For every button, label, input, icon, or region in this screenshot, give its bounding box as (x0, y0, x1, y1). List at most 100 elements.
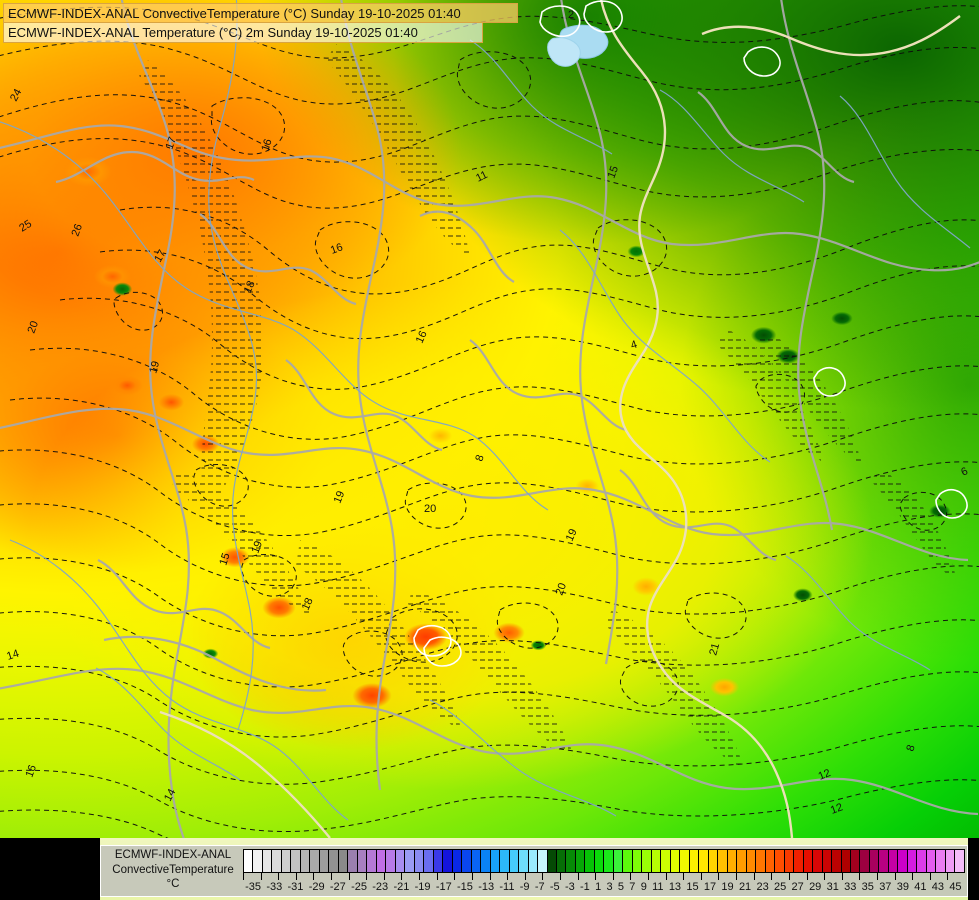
highlight-contours (413, 0, 968, 667)
colorbar-tick (348, 873, 367, 880)
colorbar-swatch (338, 850, 349, 872)
svg-text:14: 14 (5, 648, 20, 663)
colorbar-swatch (822, 850, 833, 872)
colorbar-swatch (253, 850, 263, 872)
colorbar-swatch (310, 850, 320, 872)
colorbar-tick-label: 11 (652, 881, 664, 893)
colorbar-tick-label: 27 (791, 881, 804, 893)
temperature-field[interactable]: 24 17 16 25 26 17 18 16 11 15 20 19 16 4… (0, 0, 979, 838)
colorbar-swatch (841, 850, 851, 872)
colorbar-tick-label: -29 (308, 881, 325, 893)
title-temperature-2m: ECMWF-INDEX-ANAL Temperature (°C) 2m Sun… (3, 23, 483, 43)
colorbar-tick-label: -9 (519, 881, 530, 893)
colorbar-tick (542, 873, 560, 880)
colorbar-swatch (832, 850, 842, 872)
colorbar-swatch (746, 850, 757, 872)
colorbar-tick (771, 873, 789, 880)
colorbar-tick (436, 873, 455, 880)
colorbar-swatch (632, 850, 643, 872)
colorbar-tick-label: 13 (668, 881, 682, 893)
colorbar-swatches[interactable] (243, 849, 965, 873)
colorbar-swatch (888, 850, 899, 872)
colorbar-tick (841, 873, 860, 880)
colorbar-tick-label: -17 (435, 881, 452, 893)
colorbar-swatch (376, 850, 387, 872)
colorbar-tick (929, 873, 948, 880)
colorbar-tick (894, 873, 913, 880)
colorbar-swatch (680, 850, 690, 872)
colorbar-tick-label: 19 (721, 881, 734, 893)
svg-text:24: 24 (8, 87, 24, 103)
colorbar-tick (331, 873, 349, 880)
colorbar-swatch (945, 850, 956, 872)
svg-text:8: 8 (473, 453, 486, 463)
colorbar-tick-label: 29 (809, 881, 822, 893)
colorbar-swatch (917, 850, 927, 872)
colorbar-tick (577, 873, 596, 880)
colorbar-swatch (367, 850, 377, 872)
colorbar-tick (700, 873, 719, 880)
colorbar-tick-label: -31 (287, 881, 304, 893)
legend-label-block: ECMWF-INDEX-ANAL ConvectiveTemperature °… (105, 848, 241, 896)
colorbar-tick (947, 873, 965, 880)
contour-labels: 24 17 16 25 26 17 18 16 11 15 20 19 16 4… (5, 9, 970, 817)
colorbar-swatch (651, 850, 662, 872)
colorbar-swatch (869, 850, 880, 872)
colorbar-swatch (613, 850, 624, 872)
colorbar-swatch (955, 850, 964, 872)
colorbar-tick-label: 23 (756, 881, 769, 893)
svg-text:12: 12 (817, 767, 833, 783)
legend-units-label: °C (166, 878, 180, 890)
svg-text:18: 18 (300, 596, 316, 612)
colorbar-tick-label: 39 (896, 881, 909, 893)
colorbar-swatch (775, 850, 785, 872)
svg-text:14: 14 (162, 787, 178, 803)
colorbar-tick (278, 873, 296, 880)
colorbar-swatch (424, 850, 434, 872)
colorbar-tick-label: 37 (879, 881, 892, 893)
bottom-left-black (0, 848, 100, 900)
colorbar-tick (313, 873, 331, 880)
colorbar-tick (736, 873, 754, 880)
svg-text:15: 15 (217, 552, 232, 567)
colorbar-tick-label: 33 (844, 881, 857, 893)
svg-text:11: 11 (474, 169, 490, 185)
colorbar-tick-label: -19 (414, 881, 431, 893)
svg-text:26: 26 (70, 222, 85, 238)
colorbar-swatch (575, 850, 586, 872)
colorbar-swatch (500, 850, 510, 872)
colorbar-tick-label: 7 (629, 881, 636, 893)
svg-text:19: 19 (564, 527, 580, 543)
colorbar-tick-label: -15 (457, 881, 473, 893)
colorbar-swatch (898, 850, 908, 872)
colorbar-swatch (300, 850, 311, 872)
colorbar-swatch (851, 850, 861, 872)
colorbar-tick-label: -5 (549, 881, 560, 893)
colorbar-swatch (907, 850, 918, 872)
colorbar-tick (489, 873, 508, 880)
colorbar-swatch (244, 850, 254, 872)
svg-text:25: 25 (17, 218, 34, 235)
svg-text:20: 20 (26, 319, 41, 335)
colorbar-swatch (623, 850, 633, 872)
colorbar-tick-label: -23 (372, 881, 389, 893)
colorbar-swatch (756, 850, 766, 872)
colorbar-tick (454, 873, 472, 880)
colorbar-tick (524, 873, 543, 880)
svg-text:19: 19 (147, 360, 162, 375)
colorbar-tick (243, 873, 261, 880)
colorbar-tick-label: 45 (949, 881, 962, 893)
colorbar-wrapper: -35 -33 -31 -29 -27 -25 -23 -21 -19 -17 -15 -13 -11-… (243, 849, 965, 895)
colorbar-swatch (585, 850, 595, 872)
colorbar-swatch (490, 850, 501, 872)
colorbar-tick-label: -3 (564, 881, 575, 893)
svg-text:15: 15 (606, 164, 621, 180)
colorbar-swatch (661, 850, 671, 872)
colorbar-tick-label: 21 (738, 881, 752, 893)
colorbar-swatch (794, 850, 804, 872)
colorbar-tick (788, 873, 807, 880)
svg-text:16: 16 (329, 241, 345, 256)
colorbar-tick-label: 43 (931, 881, 945, 893)
colorbar-swatch (443, 850, 453, 872)
